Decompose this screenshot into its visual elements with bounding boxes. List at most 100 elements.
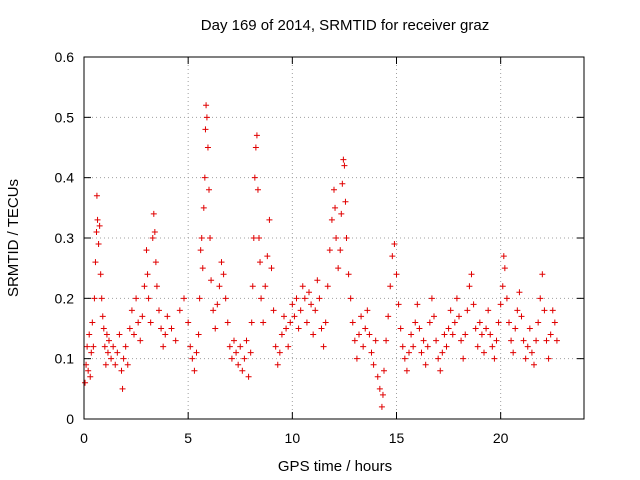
data-point	[122, 343, 129, 350]
data-point	[106, 337, 112, 344]
data-point	[424, 343, 431, 350]
data-point	[283, 325, 290, 332]
data-point	[96, 222, 103, 229]
y-tick-label: 0.1	[55, 351, 75, 367]
data-points	[82, 102, 560, 410]
data-point	[306, 289, 312, 296]
data-point	[114, 349, 121, 356]
data-point	[247, 349, 254, 356]
data-point	[378, 403, 385, 410]
data-point	[228, 355, 235, 362]
data-point	[500, 253, 507, 260]
data-point	[414, 301, 421, 308]
y-tick-label: 0.5	[55, 109, 75, 125]
data-point	[162, 331, 169, 338]
data-point	[326, 247, 333, 254]
data-point	[193, 349, 200, 356]
data-point	[489, 343, 496, 350]
data-point	[358, 313, 365, 320]
y-tick-label: 0.2	[55, 290, 75, 306]
data-point	[506, 319, 512, 326]
data-point	[297, 307, 304, 314]
data-point	[85, 367, 92, 374]
data-point	[383, 337, 390, 344]
data-point	[291, 313, 298, 320]
data-point	[151, 228, 158, 235]
data-point	[254, 186, 261, 193]
data-point	[333, 235, 340, 241]
data-point	[460, 355, 467, 362]
data-point	[337, 247, 344, 254]
data-point	[495, 319, 502, 326]
data-point	[98, 295, 105, 302]
data-point	[541, 307, 548, 314]
data-point	[339, 180, 346, 187]
data-point	[206, 186, 212, 193]
data-point	[212, 325, 219, 332]
data-point	[249, 283, 256, 290]
data-point	[237, 343, 244, 350]
data-point	[116, 331, 123, 338]
data-point	[100, 325, 107, 332]
data-point	[314, 277, 321, 284]
data-point	[499, 283, 506, 290]
data-point	[549, 307, 556, 314]
data-point	[272, 343, 279, 350]
x-tick-label: 20	[493, 430, 509, 446]
data-point	[195, 331, 202, 338]
data-point	[90, 343, 97, 350]
data-point	[101, 343, 108, 350]
data-point	[456, 313, 462, 320]
data-point	[285, 343, 292, 350]
data-point	[156, 307, 162, 314]
data-point	[345, 271, 352, 278]
data-point	[399, 343, 406, 350]
data-point	[403, 367, 410, 374]
y-tick-label: 0.4	[55, 170, 75, 186]
data-point	[320, 343, 327, 350]
data-point	[487, 331, 494, 338]
data-point	[342, 198, 349, 205]
grid	[84, 57, 584, 419]
data-point	[293, 295, 300, 302]
data-point	[303, 319, 310, 326]
data-point	[308, 301, 315, 308]
data-point	[200, 204, 207, 211]
data-point	[91, 295, 98, 302]
data-point	[245, 373, 252, 380]
data-point	[147, 319, 154, 326]
y-tick-label: 0.3	[55, 230, 75, 246]
data-point	[535, 319, 542, 326]
data-point	[385, 313, 392, 320]
data-point	[281, 313, 287, 320]
data-point	[150, 210, 157, 217]
data-point	[497, 301, 504, 308]
data-point	[239, 367, 246, 374]
data-point	[481, 349, 487, 356]
data-point	[391, 241, 398, 248]
data-point	[198, 235, 205, 241]
data-point	[295, 325, 302, 332]
data-point	[366, 331, 373, 338]
data-point	[410, 343, 417, 350]
data-point	[503, 295, 510, 302]
x-tick-label: 0	[80, 430, 88, 446]
data-point	[341, 162, 348, 169]
data-point	[199, 265, 206, 272]
data-point	[102, 361, 109, 368]
data-point	[331, 186, 337, 193]
data-point	[338, 210, 345, 217]
data-point	[144, 271, 151, 278]
data-point	[387, 283, 394, 290]
data-point	[276, 349, 283, 356]
data-point	[135, 319, 142, 326]
data-point	[203, 102, 210, 109]
data-point	[528, 349, 535, 356]
data-point	[537, 295, 544, 302]
data-point	[332, 204, 339, 211]
data-point	[491, 355, 498, 362]
data-point	[152, 259, 159, 266]
data-point	[202, 126, 209, 133]
data-point	[485, 307, 492, 314]
